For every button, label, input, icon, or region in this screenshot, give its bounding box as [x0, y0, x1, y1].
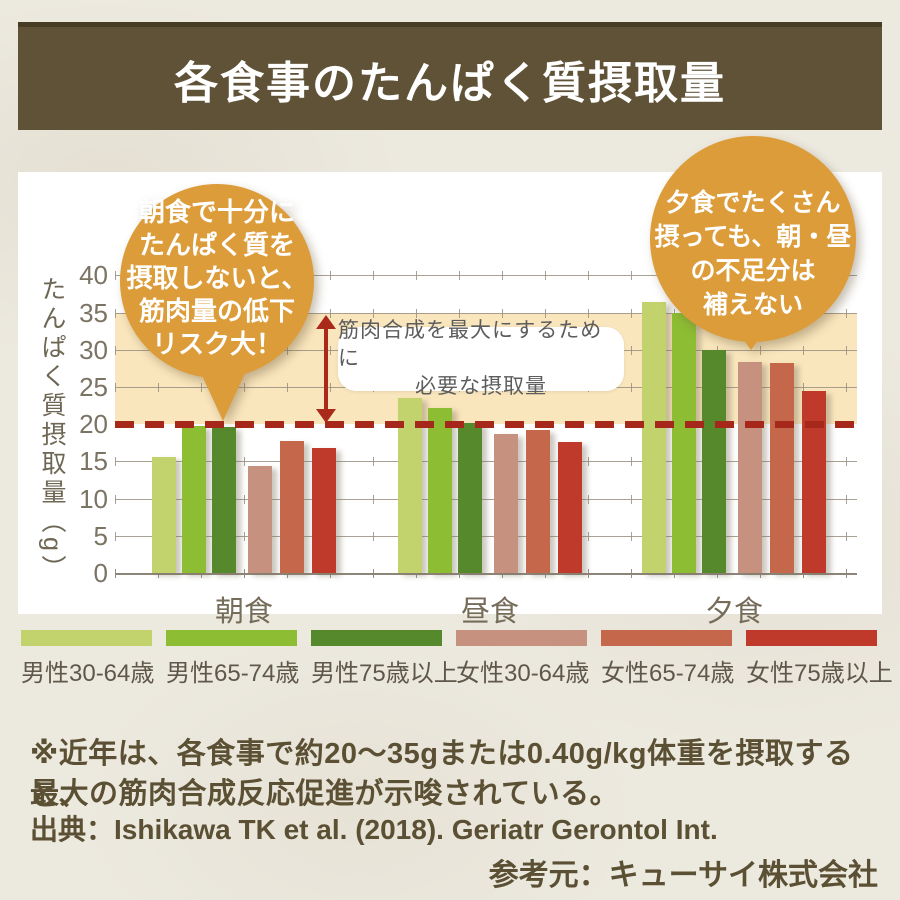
bar	[672, 312, 696, 573]
callout-line: の不足分は	[690, 257, 816, 285]
legend-label: 男性75歳以上	[311, 660, 458, 687]
legend: 男性30-64歳 男性65-74歳 男性75歳以上 女性30-64歳 女性65-74歳女…	[21, 630, 893, 688]
footnote-line1: ※近年は、各食事で約20～35gまたは0.40g/kg体重を摂取すると、	[30, 738, 854, 812]
bar	[458, 422, 482, 573]
bar	[526, 430, 550, 573]
callout-line: 摂っても、朝・昼	[654, 223, 852, 251]
y-tick-label: 30	[79, 334, 108, 365]
y-tick-label: 10	[79, 483, 108, 514]
y-axis-title: たんぱく質摂取量（g）	[38, 276, 66, 584]
reference-credit: 参考元：キューサイ株式会社	[488, 859, 878, 892]
y-tick-label: 20	[79, 409, 108, 440]
bar	[248, 465, 272, 573]
gridline	[115, 457, 857, 467]
legend-item: 男性65-74歳	[166, 630, 300, 688]
x-category-label: 夕食	[704, 596, 763, 628]
callout-line: リスク大！	[151, 329, 282, 359]
bar	[428, 407, 452, 573]
legend-label: 男性65-74歳	[166, 660, 300, 687]
y-tick-label: 40	[79, 260, 108, 291]
legend-label: 男性30-64歳	[21, 660, 155, 687]
y-tick-label: 35	[79, 297, 108, 328]
arrow-up-icon	[316, 315, 336, 329]
legend-label: 女性75歳以上	[746, 660, 893, 687]
range-arrow	[312, 315, 340, 423]
legend-swatch	[311, 630, 442, 646]
page-title: 各食事のたんぱく質摂取量	[174, 58, 726, 108]
bar	[182, 425, 206, 573]
bar	[642, 302, 666, 573]
band-annotation-line2: 必要な摂取量	[415, 375, 547, 398]
bar	[738, 362, 762, 573]
band-annotation-line1: 筋肉合成を最大にするために	[338, 319, 603, 370]
legend-label: 女性30-64歳	[456, 660, 590, 687]
y-tick-label: 5	[93, 520, 108, 551]
bar	[312, 448, 336, 573]
breakfast-callout-text: 朝食で十分に たんぱく質を 摂取しないと、 筋肉量の低下 リスク大！	[120, 196, 314, 361]
gridline	[115, 271, 857, 281]
callout-line: 朝食で十分に	[138, 197, 295, 227]
gridline	[115, 308, 857, 318]
x-category-label: 昼食	[460, 596, 519, 628]
source-citation: 出典：Ishikawa TK et al. (2018). Geriatr Ge…	[30, 814, 718, 845]
callout-line: たんぱく質を	[138, 230, 295, 260]
y-tick-label: 25	[79, 372, 108, 402]
callout-line: 補えない	[702, 291, 803, 319]
legend-swatch	[456, 630, 587, 646]
reference-dashed-line	[115, 421, 857, 429]
gridline	[115, 494, 857, 504]
gridline	[115, 531, 857, 541]
bar	[494, 433, 518, 573]
legend-swatch	[601, 630, 732, 646]
y-tick-label: 0	[93, 558, 108, 588]
legend-swatch	[746, 630, 877, 646]
callout-line: 筋肉量の低下	[138, 296, 295, 326]
y-tick-label: 15	[79, 446, 108, 477]
bar	[802, 391, 826, 573]
bar	[152, 456, 176, 573]
bar	[212, 427, 236, 573]
bar	[770, 363, 794, 573]
legend-item: 女性75歳以上	[746, 630, 893, 688]
bar	[702, 349, 726, 573]
legend-item: 男性75歳以上	[311, 630, 458, 688]
band-annotation-box: 筋肉合成を最大にするために 必要な摂取量	[338, 319, 624, 398]
x-axis-line	[115, 569, 857, 578]
title-banner: 各食事のたんぱく質摂取量	[18, 22, 882, 130]
bar	[558, 442, 582, 573]
legend-swatch	[166, 630, 297, 646]
legend-swatch	[21, 630, 152, 646]
callout-line: 摂取しないと、	[126, 263, 308, 293]
legend-item: 女性65-74歳	[601, 630, 735, 688]
arrow-shaft	[324, 324, 328, 414]
dinner-callout-text: 夕食でたくさん 摂っても、朝・昼 の不足分は 補えない	[650, 186, 856, 322]
legend-item: 男性30-64歳	[21, 630, 155, 688]
arrow-down-icon	[316, 409, 336, 423]
x-category-label: 朝食	[214, 596, 273, 628]
footnote-line2: 最大の筋肉合成反応促進が示唆されている。	[30, 778, 620, 810]
legend-item: 女性30-64歳	[456, 630, 590, 688]
callout-line: 夕食でたくさん	[665, 189, 841, 217]
bar	[280, 441, 304, 573]
legend-label: 女性65-74歳	[601, 660, 735, 687]
